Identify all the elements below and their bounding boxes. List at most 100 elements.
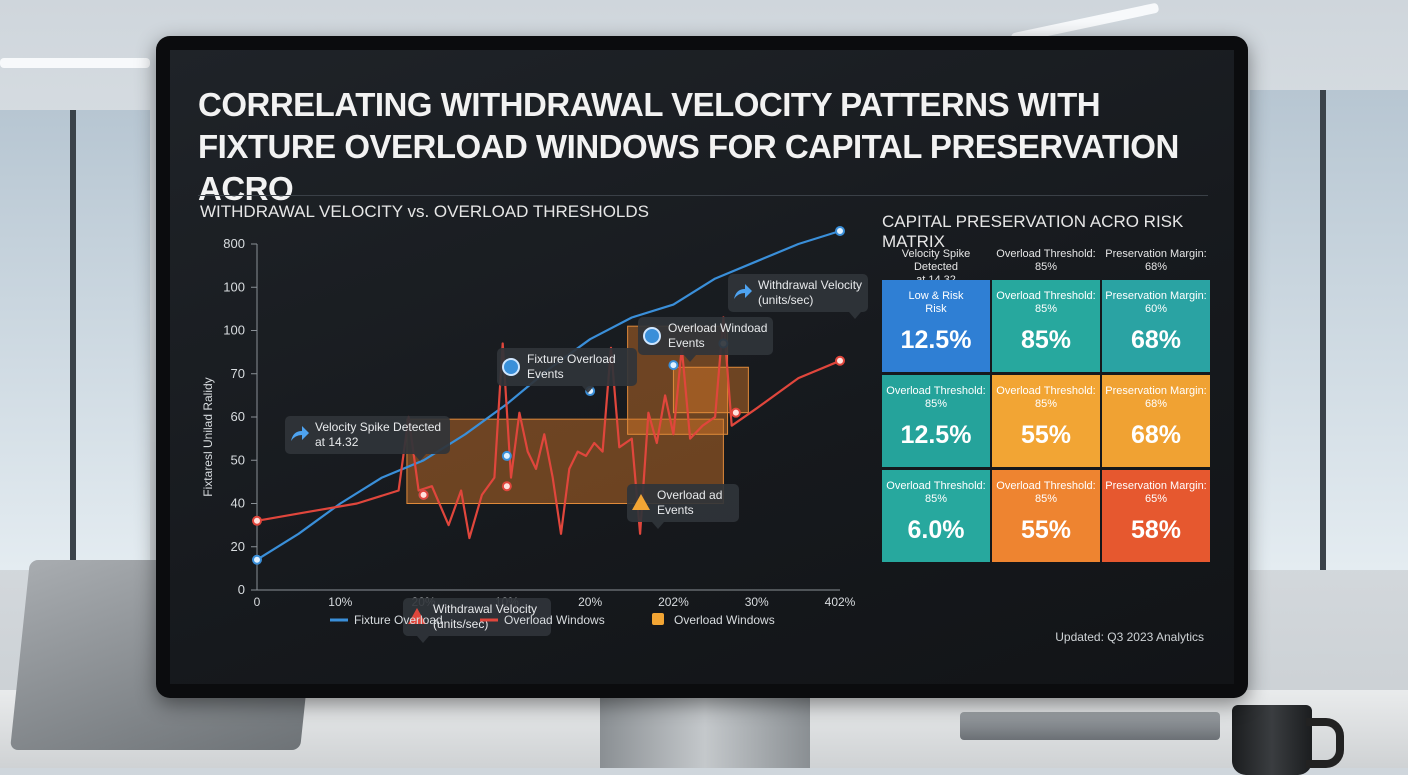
matrix-cell: Preservation Margin: 68% 68% <box>1102 375 1210 467</box>
callout-pointer <box>414 454 426 461</box>
callout-box <box>403 598 551 636</box>
cell-label: Preservation Margin: 60% <box>1105 290 1207 315</box>
cell-value: 68% <box>1130 421 1182 449</box>
cell-label: Preservation Margin: 68% <box>1105 385 1207 410</box>
callout-pointer <box>652 522 664 529</box>
header-line: Overload Threshold: <box>996 248 1096 260</box>
title-line-1: CORRELATING WITHDRAWAL VELOCITY PATTERNS… <box>198 86 1101 123</box>
callout-pointer <box>849 312 861 319</box>
callout-box <box>285 416 450 454</box>
callout-text: Velocity Spike Detected <box>315 420 441 434</box>
callout-text: Fixture Overload <box>527 352 616 366</box>
y-tick-label: 100 <box>223 279 245 294</box>
line-chart: 02040506070100100800010%20%10%20%202%30%… <box>201 226 868 643</box>
x-tick-label: 30% <box>745 595 769 609</box>
updated-footer: Updated: Q3 2023 Analytics <box>1055 630 1204 644</box>
matrix-cell: Overload Threshold: 85% 55% <box>992 375 1100 467</box>
cell-value: 12.5% <box>900 326 972 354</box>
callout-text: Withdrawal Velocity <box>433 602 537 616</box>
cell-value: 55% <box>1020 421 1072 449</box>
callout-box <box>497 348 637 386</box>
y-tick-label: 70 <box>231 366 245 381</box>
x-tick-label: 202% <box>658 595 689 609</box>
trend-arrow-icon <box>291 426 309 441</box>
data-point-red <box>501 481 512 492</box>
data-point-blue <box>668 360 679 371</box>
y-tick-label: 60 <box>231 409 245 424</box>
cell-label: Low & Risk Risk <box>908 290 964 315</box>
callout-box <box>728 274 868 312</box>
data-point-red <box>418 489 429 500</box>
y-tick-label: 800 <box>223 236 245 251</box>
data-point-red <box>730 407 741 418</box>
gauge-icon <box>502 358 520 376</box>
legend-label: Overload Windows <box>674 613 775 627</box>
y-tick-label: 100 <box>223 323 245 338</box>
cell-value: 55% <box>1020 516 1072 544</box>
data-point-red <box>835 355 845 366</box>
y-tick-label: 50 <box>231 452 245 467</box>
x-tick-label: 0 <box>254 595 261 609</box>
page-title: CORRELATING WITHDRAWAL VELOCITY PATTERNS… <box>198 84 1218 210</box>
x-tick-label: 402% <box>825 595 856 609</box>
matrix-column-header: Preservation Margin: 68% <box>1100 248 1212 274</box>
divider <box>198 195 1208 196</box>
x-tick-label: 10% <box>328 595 352 609</box>
cell-value: 12.5% <box>900 421 972 449</box>
cell-value: 85% <box>1020 326 1072 354</box>
matrix-cell: Preservation Margin: 60% 68% <box>1102 280 1210 372</box>
matrix-column-header: Overload Threshold: 85% <box>990 248 1102 274</box>
matrix-cell: Overload Threshold: 85% 85% <box>992 280 1100 372</box>
callout-text: (units/sec) <box>433 617 488 631</box>
header-line: 85% <box>1034 261 1058 273</box>
data-point-red <box>252 515 262 526</box>
office-window-right <box>1250 90 1408 570</box>
window-frame <box>70 110 76 570</box>
chart-callout: Withdrawal Velocity(units/sec) <box>403 598 551 643</box>
y-tick-label: 20 <box>231 539 245 554</box>
matrix-cell: Preservation Margin: 65% 58% <box>1102 470 1210 562</box>
callout-text: Events <box>527 367 564 381</box>
callout-text: Overload ad <box>657 488 722 502</box>
warning-icon <box>408 608 426 624</box>
mug-handle <box>1306 718 1344 768</box>
matrix-cell: Overload Threshold: 85% 12.5% <box>882 375 990 467</box>
matrix-cell: Overload Threshold: 85% 55% <box>992 470 1100 562</box>
title-line-2: FIXTURE OVERLOAD WINDOWS FOR CAPITAL PRE… <box>198 128 1179 207</box>
y-axis-label: Fixtaresl Unilad Ralidy <box>201 377 215 496</box>
y-tick-label: 40 <box>231 496 245 511</box>
matrix-cell: Overload Threshold: 85% 6.0% <box>882 470 990 562</box>
cell-value: 58% <box>1130 516 1182 544</box>
cell-label: Overload Threshold: 85% <box>886 480 986 505</box>
callout-text: Withdrawal Velocity <box>758 278 862 292</box>
series-line-red <box>256 316 841 540</box>
window-frame <box>1320 90 1326 570</box>
callout-text: Events <box>657 503 694 517</box>
cell-label: Overload Threshold: 85% <box>996 480 1096 505</box>
callout-pointer <box>582 386 594 393</box>
matrix-cell: Low & Risk Risk 12.5% <box>882 280 990 372</box>
cell-value: 68% <box>1130 326 1182 354</box>
callout-text: Events <box>668 336 705 350</box>
cell-label: Overload Threshold: 85% <box>996 385 1096 410</box>
data-point-blue <box>252 554 262 565</box>
matrix-title: CAPITAL PRESERVATION ACRO RISK MATRIX <box>882 212 1184 251</box>
callout-text: Overload Windoad <box>668 321 767 335</box>
warning-icon <box>632 494 650 510</box>
data-point-blue <box>501 450 512 461</box>
gauge-icon <box>643 327 661 345</box>
header-line: 68% <box>1144 261 1168 273</box>
trend-arrow-icon <box>734 284 752 299</box>
callout-text: at 14.32 <box>315 435 359 449</box>
header-line: Preservation Margin: <box>1105 248 1207 260</box>
cell-label: Preservation Margin: 65% <box>1105 480 1207 505</box>
legend-swatch <box>652 613 664 625</box>
cell-label: Overload Threshold: 85% <box>886 385 986 410</box>
coffee-mug <box>1232 705 1312 775</box>
y-tick-label: 0 <box>238 582 245 597</box>
callout-box <box>627 484 739 522</box>
cell-value: 6.0% <box>907 516 965 544</box>
callout-text: (units/sec) <box>758 293 813 307</box>
